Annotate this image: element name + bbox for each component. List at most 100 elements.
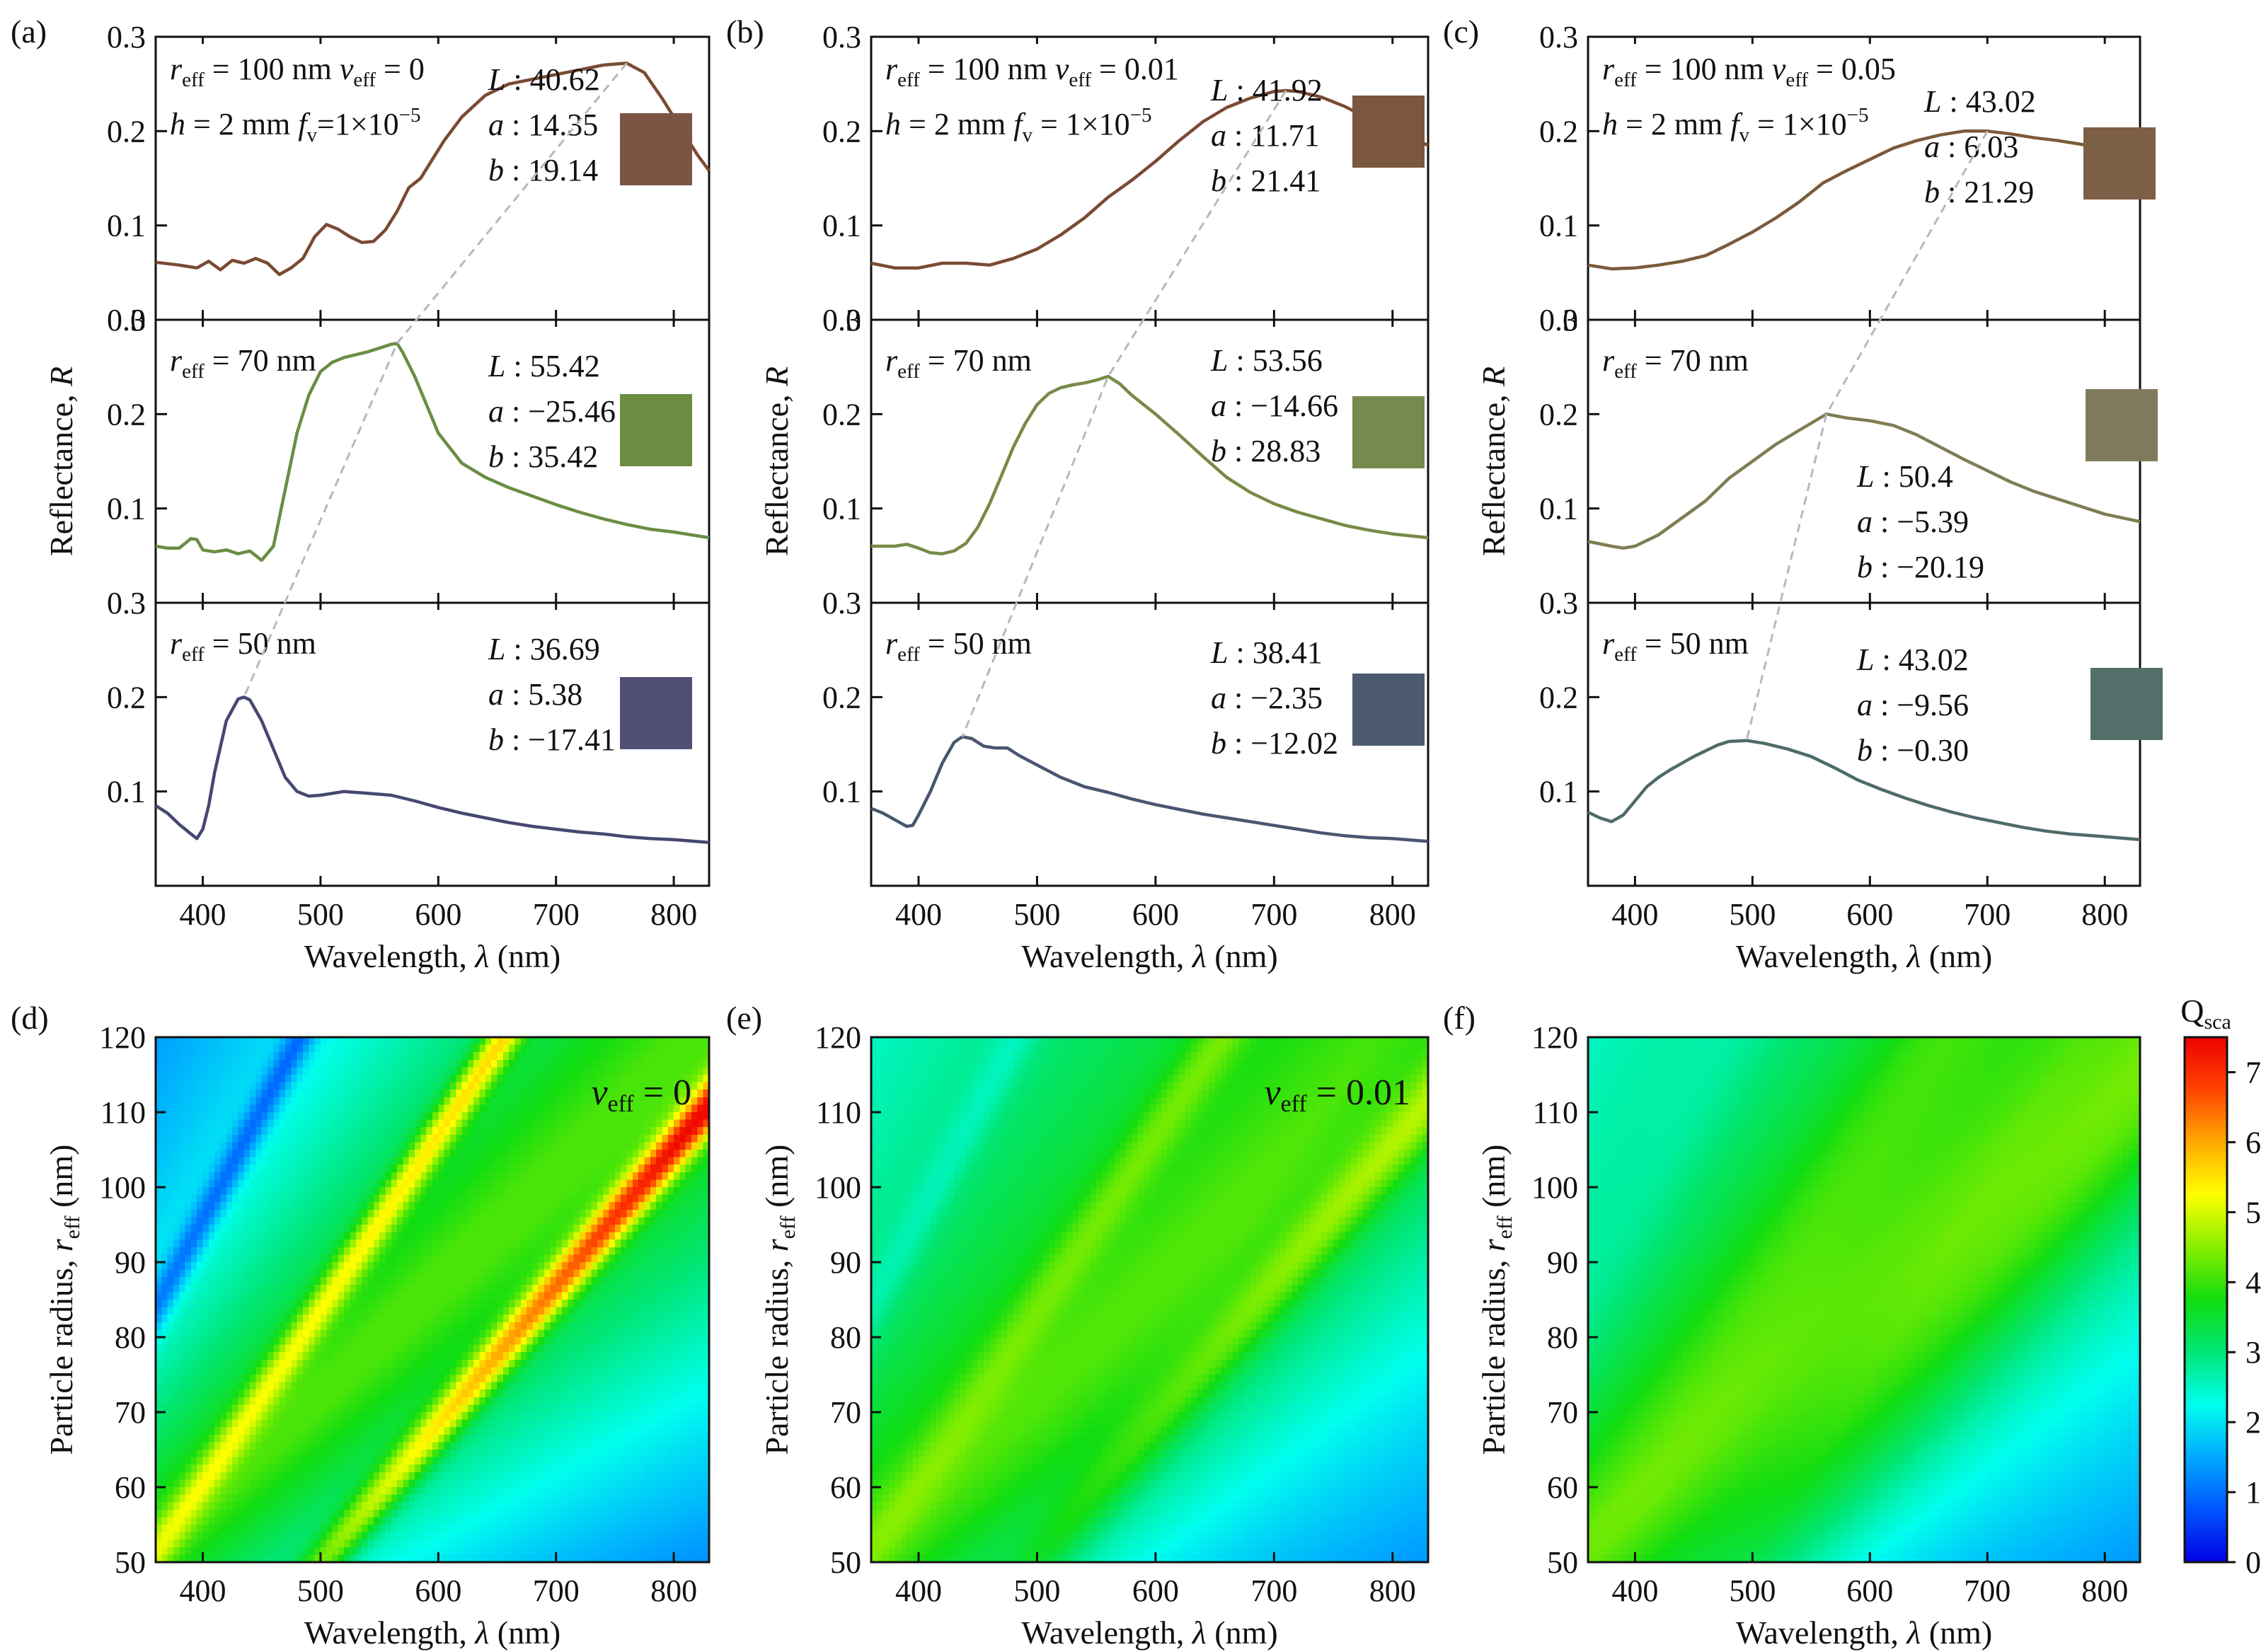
heatmap-cell bbox=[397, 1157, 404, 1165]
heatmap-cell bbox=[461, 1479, 468, 1488]
heatmap-cell bbox=[379, 1300, 386, 1308]
heatmap-cell bbox=[214, 1247, 222, 1255]
heatmap-cell bbox=[438, 1292, 445, 1300]
heatmap-cell bbox=[279, 1450, 286, 1458]
heatmap-cell bbox=[173, 1307, 180, 1315]
heatmap-cell bbox=[379, 1240, 386, 1248]
heatmap-cell bbox=[485, 1487, 492, 1496]
heatmap-cell bbox=[485, 1044, 492, 1053]
heatmap-cell bbox=[497, 1165, 504, 1173]
heatmap-cell bbox=[261, 1292, 268, 1300]
header-line2-part: v bbox=[1739, 124, 1750, 146]
header-line2-part: −5 bbox=[1130, 104, 1152, 127]
heatmap-cell bbox=[449, 1382, 456, 1390]
heatmap-cell bbox=[355, 1540, 362, 1548]
heatmap-cell bbox=[320, 1412, 327, 1421]
heatmap-cell bbox=[243, 1412, 251, 1421]
heatmap-cell bbox=[479, 1442, 486, 1450]
heatmap-cell bbox=[403, 1232, 410, 1240]
heatmap-cell bbox=[173, 1547, 180, 1555]
lab-value-b-part: : −0.30 bbox=[1873, 733, 1969, 768]
heatmap-cell bbox=[173, 1442, 180, 1450]
heatmap-cell bbox=[226, 1240, 233, 1248]
heatmap-cell bbox=[302, 1547, 309, 1555]
heatmap-cell bbox=[444, 1442, 451, 1450]
heatmap-cell bbox=[208, 1540, 215, 1548]
heatmap-cell bbox=[426, 1150, 433, 1158]
heatmap-cell bbox=[355, 1315, 362, 1323]
heatmap-cell bbox=[302, 1465, 309, 1473]
heatmap-cell bbox=[456, 1397, 463, 1405]
heatmap-cell bbox=[461, 1442, 468, 1450]
heatmap-cell bbox=[309, 1104, 316, 1113]
heatmap-cell bbox=[250, 1457, 257, 1465]
heatmap-cell bbox=[273, 1375, 280, 1383]
heatmap-cell bbox=[197, 1442, 204, 1450]
heatmap-cell bbox=[527, 1382, 534, 1390]
heatmap-cell bbox=[538, 1217, 545, 1225]
heatmap-cell bbox=[415, 1337, 421, 1346]
heatmap-cell bbox=[502, 1052, 510, 1061]
x-tick-label: 400 bbox=[180, 897, 226, 932]
heatmap-cell bbox=[185, 1412, 192, 1421]
heatmap-cell bbox=[190, 1217, 197, 1225]
heatmap-cell bbox=[502, 1337, 510, 1346]
heatmap-cell bbox=[220, 1292, 227, 1300]
heatmap-cell bbox=[167, 1119, 174, 1128]
lab-value-b-part: b bbox=[1857, 733, 1873, 768]
heatmap-cell bbox=[167, 1157, 174, 1165]
heatmap-cell bbox=[532, 1344, 539, 1353]
heatmap-cell bbox=[197, 1344, 204, 1353]
heatmap-cell bbox=[226, 1150, 233, 1158]
heatmap-cell bbox=[208, 1390, 215, 1398]
heatmap-cell bbox=[268, 1404, 274, 1413]
heatmap-cell bbox=[426, 1329, 433, 1338]
y-axis-label-group: Reflectance, R bbox=[1476, 366, 1512, 556]
heatmap-cell bbox=[291, 1142, 298, 1150]
heatmap-cell bbox=[320, 1465, 327, 1473]
heatmap-cell bbox=[344, 1127, 351, 1136]
heatmap-cell bbox=[261, 1427, 268, 1436]
heatmap-cell bbox=[491, 1479, 498, 1488]
heatmap-cell bbox=[185, 1307, 192, 1315]
heatmap-cell bbox=[438, 1142, 445, 1150]
heatmap-cell bbox=[391, 1119, 398, 1128]
heatmap-cell bbox=[479, 1127, 486, 1136]
y-tick-label: 0.2 bbox=[822, 114, 861, 149]
heatmap-cell bbox=[485, 1090, 492, 1098]
heatmap-cell bbox=[420, 1337, 427, 1346]
heatmap-cell bbox=[449, 1119, 456, 1128]
heatmap-cell bbox=[190, 1397, 197, 1405]
heatmap-cell bbox=[444, 1217, 451, 1225]
heatmap-cell bbox=[509, 1067, 516, 1075]
series-line bbox=[871, 374, 1429, 555]
heatmap-cell bbox=[285, 1502, 292, 1511]
heatmap-cell bbox=[367, 1472, 374, 1480]
heatmap-cell bbox=[250, 1052, 257, 1061]
heatmap-cell bbox=[173, 1525, 180, 1533]
heatmap-cell bbox=[514, 1277, 522, 1286]
heatmap-cell bbox=[514, 1217, 522, 1225]
heatmap-cell bbox=[285, 1540, 292, 1548]
heatmap-cell bbox=[479, 1315, 486, 1323]
heatmap-cell bbox=[190, 1427, 197, 1436]
heatmap-cell bbox=[238, 1172, 245, 1180]
heatmap-cell bbox=[273, 1090, 280, 1098]
heatmap-cell bbox=[197, 1194, 204, 1203]
heatmap-cell bbox=[473, 1225, 481, 1233]
heatmap-cell bbox=[250, 1465, 257, 1473]
heatmap-cell bbox=[167, 1472, 174, 1480]
heatmap-cell bbox=[273, 1232, 280, 1240]
heatmap-cell bbox=[379, 1127, 386, 1136]
heatmap-cell bbox=[520, 1540, 527, 1548]
heatmap-cell bbox=[438, 1359, 445, 1368]
heatmap-cell bbox=[338, 1494, 345, 1503]
heatmap-cell bbox=[502, 1344, 510, 1353]
heatmap-cell bbox=[250, 1390, 257, 1398]
heatmap-cell bbox=[408, 1232, 415, 1240]
heatmap-cell bbox=[532, 1142, 539, 1150]
heatmap-cell bbox=[391, 1322, 398, 1330]
heatmap-cell bbox=[444, 1494, 451, 1503]
heatmap-cell bbox=[461, 1037, 468, 1046]
